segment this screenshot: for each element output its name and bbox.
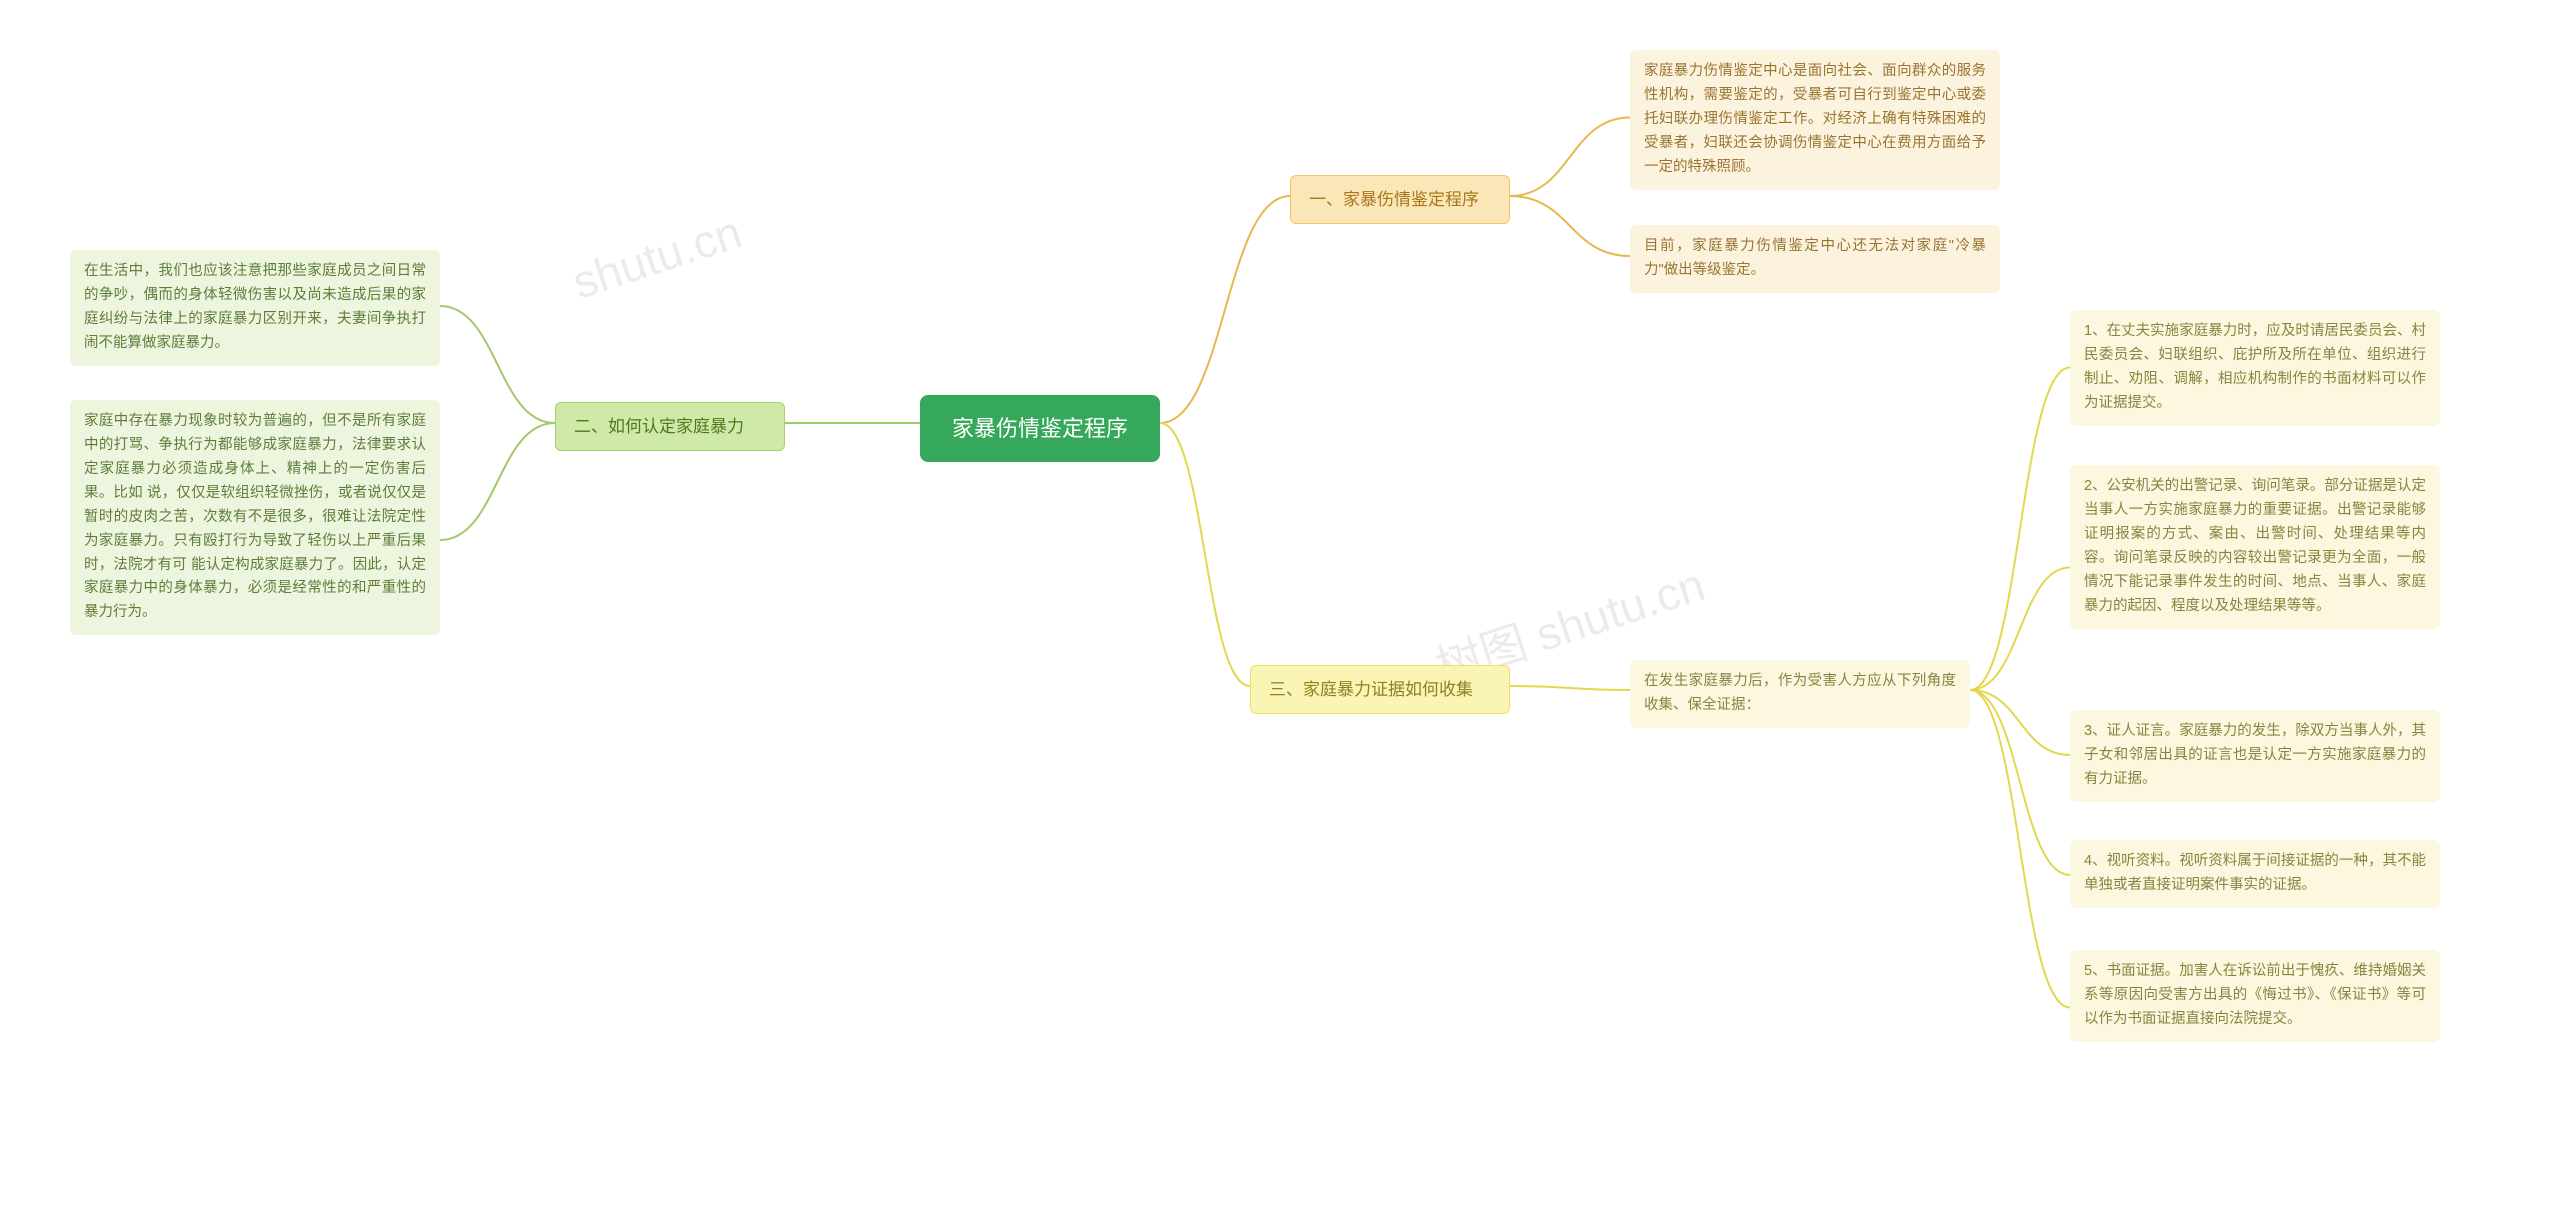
branch-1: 一、家暴伤情鉴定程序	[1290, 175, 1510, 224]
branch-1-leaf-2: 目前，家庭暴力伤情鉴定中心还无法对家庭"冷暴力"做出等级鉴定。	[1630, 225, 2000, 293]
branch-1-leaf-1: 家庭暴力伤情鉴定中心是面向社会、面向群众的服务性机构，需要鉴定的，受暴者可自行到…	[1630, 50, 2000, 190]
branch-3-leaf-5: 5、书面证据。加害人在诉讼前出于愧疚、维持婚姻关系等原因向受害方出具的《悔过书》…	[2070, 950, 2440, 1042]
mindmap-canvas: 图 shutu.cn shutu.cn 树图 shutu.cn 家暴伤情鉴定程序…	[0, 0, 2560, 1217]
branch-3-leaf-4: 4、视听资料。视听资料属于间接证据的一种，其不能单独或者直接证明案件事实的证据。	[2070, 840, 2440, 908]
branch-2-leaf-1: 在生活中，我们也应该注意把那些家庭成员之间日常的争吵，偶而的身体轻微伤害以及尚未…	[70, 250, 440, 366]
branch-3-leaf-3: 3、证人证言。家庭暴力的发生，除双方当事人外，其子女和邻居出具的证言也是认定一方…	[2070, 710, 2440, 802]
root-node: 家暴伤情鉴定程序	[920, 395, 1160, 462]
branch-2: 二、如何认定家庭暴力	[555, 402, 785, 451]
branch-2-leaf-2: 家庭中存在暴力现象时较为普遍的，但不是所有家庭中的打骂、争执行为都能够成家庭暴力…	[70, 400, 440, 635]
branch-3-leaf-2: 2、公安机关的出警记录、询问笔录。部分证据是认定当事人一方实施家庭暴力的重要证据…	[2070, 465, 2440, 629]
watermark-2: shutu.cn	[566, 204, 748, 309]
branch-3-leaf-1: 1、在丈夫实施家庭暴力时，应及时请居民委员会、村民委员会、妇联组织、庇护所及所在…	[2070, 310, 2440, 426]
branch-3-intermediate: 在发生家庭暴力后，作为受害人方应从下列角度收集、保全证据：	[1630, 660, 1970, 728]
branch-3: 三、家庭暴力证据如何收集	[1250, 665, 1510, 714]
